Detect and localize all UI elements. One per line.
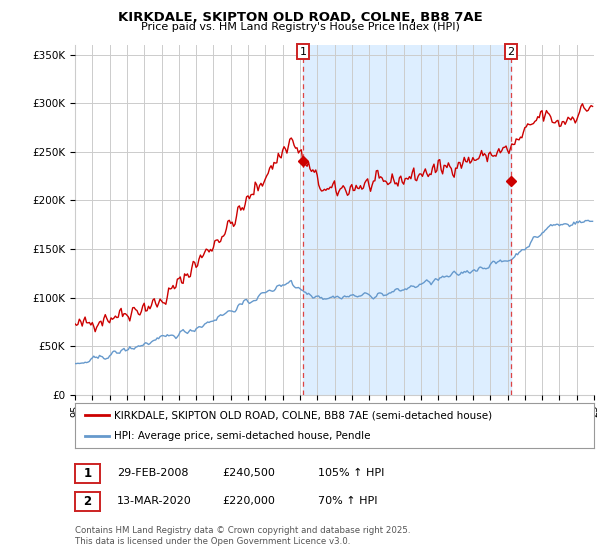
Bar <box>303 45 511 395</box>
Text: 2: 2 <box>508 46 515 57</box>
Text: Contains HM Land Registry data © Crown copyright and database right 2025.
This d: Contains HM Land Registry data © Crown c… <box>75 526 410 546</box>
Text: £220,000: £220,000 <box>222 496 275 506</box>
Text: 2: 2 <box>83 495 92 508</box>
Text: 105% ↑ HPI: 105% ↑ HPI <box>318 468 385 478</box>
Text: HPI: Average price, semi-detached house, Pendle: HPI: Average price, semi-detached house,… <box>114 431 370 441</box>
Text: £240,500: £240,500 <box>222 468 275 478</box>
Text: Price paid vs. HM Land Registry's House Price Index (HPI): Price paid vs. HM Land Registry's House … <box>140 22 460 32</box>
Text: KIRKDALE, SKIPTON OLD ROAD, COLNE, BB8 7AE: KIRKDALE, SKIPTON OLD ROAD, COLNE, BB8 7… <box>118 11 482 24</box>
Text: 1: 1 <box>299 46 307 57</box>
Text: 1: 1 <box>83 467 92 480</box>
Text: KIRKDALE, SKIPTON OLD ROAD, COLNE, BB8 7AE (semi-detached house): KIRKDALE, SKIPTON OLD ROAD, COLNE, BB8 7… <box>114 410 492 421</box>
Text: 29-FEB-2008: 29-FEB-2008 <box>117 468 188 478</box>
Text: 70% ↑ HPI: 70% ↑ HPI <box>318 496 377 506</box>
Text: 13-MAR-2020: 13-MAR-2020 <box>117 496 192 506</box>
